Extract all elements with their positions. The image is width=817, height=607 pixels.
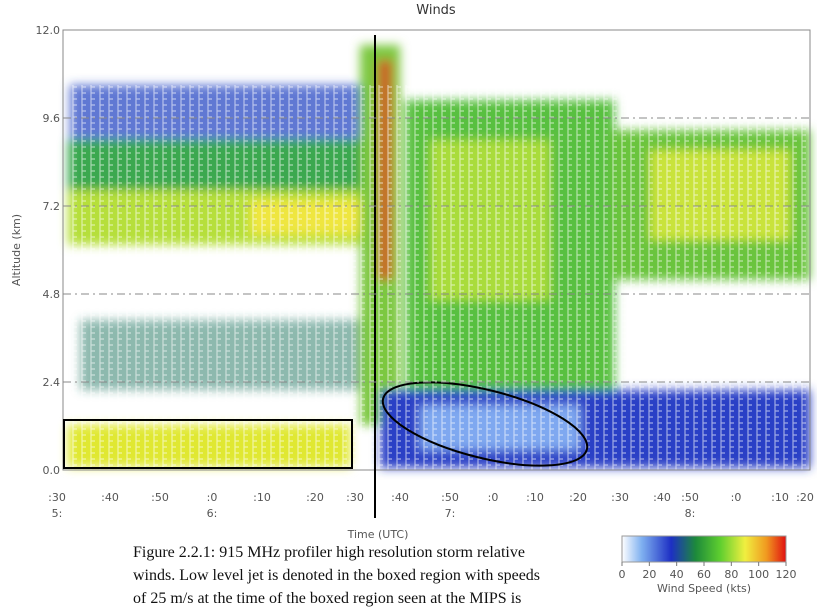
- y-tick-label: 9.6: [43, 112, 61, 125]
- x-axis-label: Time (UTC): [347, 528, 409, 541]
- plot-title: Winds: [416, 3, 456, 18]
- x-tick-label: :20: [306, 491, 324, 504]
- colorbar-tick-label: 120: [776, 568, 797, 581]
- colorbar-tick-label: 60: [697, 568, 711, 581]
- jet-ellipse: [381, 381, 589, 467]
- hour-label: 8:: [685, 507, 696, 520]
- jet-box: [63, 419, 353, 469]
- y-tick-label: 7.2: [43, 200, 61, 213]
- x-tick-label: :20: [796, 491, 814, 504]
- colorbar-tick-label: 40: [670, 568, 684, 581]
- plot-border: [62, 29, 811, 471]
- y-tick-label: 0.0: [43, 464, 61, 477]
- x-tick-label: :40: [101, 491, 119, 504]
- x-tick-label: :50: [441, 491, 459, 504]
- x-tick-label: :50: [681, 491, 699, 504]
- x-tick-label: :10: [253, 491, 271, 504]
- colorbar-tick-label: 0: [619, 568, 626, 581]
- x-tick-label: :30: [611, 491, 629, 504]
- y-tick-label: 4.8: [43, 288, 61, 301]
- y-tick-label: 2.4: [43, 376, 61, 389]
- x-tick-label: :0: [488, 491, 499, 504]
- caption: Figure 2.2.1: 915 MHz profiler high reso…: [133, 544, 540, 607]
- x-tick-label: :40: [391, 491, 409, 504]
- caption-line: of 25 m/s at the time of the boxed regio…: [133, 590, 521, 607]
- hour-label: 7:: [445, 507, 456, 520]
- x-tick-label: :0: [731, 491, 742, 504]
- barb-overlay: [68, 85, 808, 470]
- axis-ticks: 0.0 2.4 4.8 7.2 9.6 12.0 :30 :40 :50 :0 :10 :20 :30:…: [36, 24, 814, 581]
- x-tick-label: :50: [151, 491, 169, 504]
- caption-line: winds. Low level jet is denoted in the b…: [133, 567, 540, 584]
- y-tick-label: 12.0: [36, 24, 61, 37]
- colorbar-tick-label: 80: [724, 568, 738, 581]
- x-tick-label: :30: [346, 491, 364, 504]
- colorbar-label: Wind Speed (kts): [657, 582, 751, 595]
- colorbar-tick-label: 20: [642, 568, 656, 581]
- colorbar: [621, 535, 787, 563]
- x-tick-label: :10: [771, 491, 789, 504]
- hour-label: 6:: [207, 507, 218, 520]
- hour-label: 5:: [52, 507, 63, 520]
- y-axis-label: Altitude (km): [10, 214, 23, 286]
- x-tick-label: :20: [569, 491, 587, 504]
- x-tick-label: :10: [526, 491, 544, 504]
- x-tick-label: :40: [653, 491, 671, 504]
- x-tick-label: :30: [48, 491, 66, 504]
- caption-line: Figure 2.2.1: 915 MHz profiler high reso…: [133, 544, 525, 561]
- colorbar-tick-label: 100: [748, 568, 769, 581]
- x-tick-label: :0: [207, 491, 218, 504]
